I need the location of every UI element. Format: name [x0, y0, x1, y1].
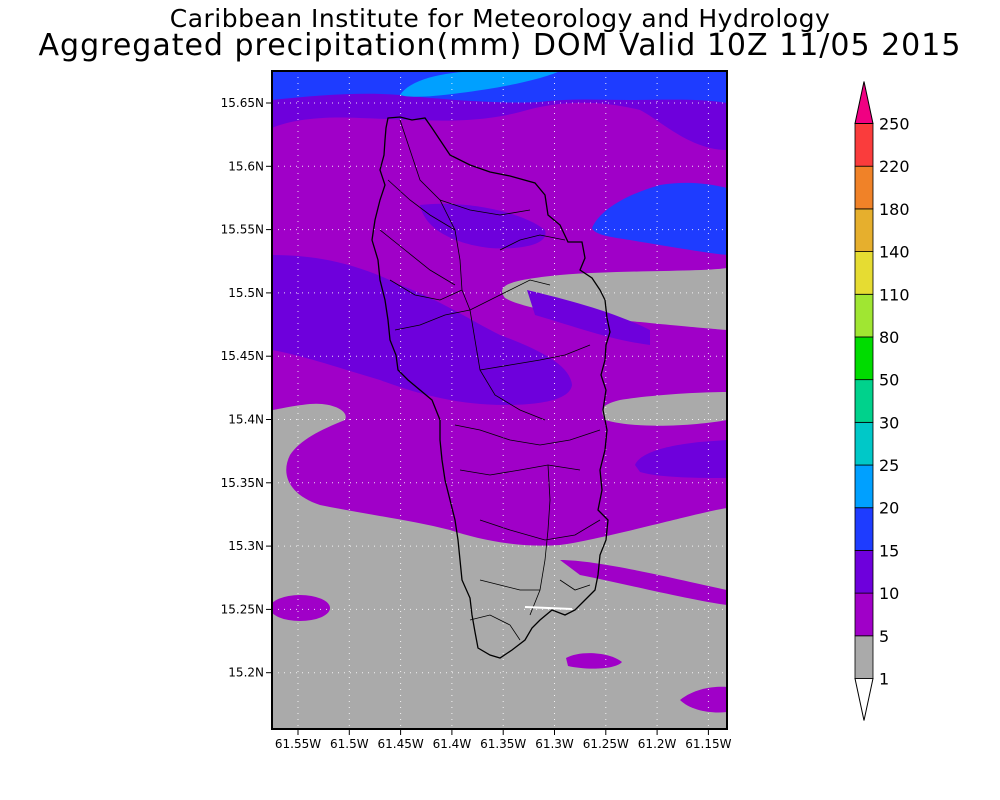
lon-tick-label: 61.55W [275, 737, 321, 751]
lon-tick-label: 61.25W [583, 737, 629, 751]
colorbar-segment [854, 293, 874, 338]
rain-5-10mm-region [272, 71, 727, 546]
colorbar-segment [854, 336, 874, 381]
rain-15-20mm-region [592, 182, 727, 255]
colorbar-segment [854, 208, 874, 252]
colorbar-segment [854, 592, 874, 637]
colorbar-label: 220 [879, 157, 910, 176]
colorbar-label: 250 [879, 115, 910, 134]
colorbar-segment [854, 550, 874, 594]
colorbar-label: 20 [879, 499, 899, 518]
plot-frame [271, 70, 728, 730]
lon-tick-label: 61.2W [638, 737, 677, 751]
lat-tick-label: 15.35N [221, 476, 264, 490]
title-line-2: Aggregated precipitation(mm) DOM Valid 1… [38, 28, 962, 63]
rain-5-10mm-region [560, 560, 727, 605]
coast-marker [524, 606, 573, 610]
colorbar-bottom-arrow [854, 678, 874, 721]
lat-tick-label: 15.5N [228, 286, 264, 300]
colorbar-segment [854, 379, 874, 423]
colorbar-label: 110 [879, 285, 910, 304]
colorbar-label: 30 [879, 413, 899, 432]
title-line-1: Caribbean Institute for Meteorology and … [169, 4, 831, 33]
colorbar-segment [854, 123, 874, 167]
rain-5-10mm-region [680, 686, 727, 713]
lon-tick-label: 61.45W [377, 737, 423, 751]
lat-tick-label: 15.4N [228, 413, 264, 427]
lat-tick-label: 15.55N [221, 223, 264, 237]
colorbar-top-arrow [854, 81, 874, 124]
colorbar-label: 80 [879, 328, 899, 347]
lon-tick-label: 61.3W [535, 737, 574, 751]
lon-tick-label: 61.35W [480, 737, 526, 751]
colorbar-label: 10 [879, 584, 899, 603]
rain-5-10mm-region [272, 595, 330, 621]
lon-tick-label: 61.15W [685, 737, 731, 751]
rain-20-25mm-region [400, 71, 560, 97]
colorbar-label: 5 [879, 627, 889, 646]
colorbar-label: 25 [879, 456, 899, 475]
colorbar-label: 140 [879, 243, 910, 262]
lat-tick-label: 15.25N [221, 602, 264, 616]
island-outline [371, 116, 611, 659]
rain-10-15mm-region [635, 440, 727, 478]
rain-10-15mm-region [420, 203, 546, 249]
colorbar-segment [854, 635, 874, 679]
colorbar-segment [854, 421, 874, 466]
longitude-axis: 61.55W 61.5W 61.45W 61.4W 61.35W 61.3W 61.25W 6… [275, 729, 732, 751]
lat-tick-label: 15.2N [228, 666, 264, 680]
lon-tick-label: 61.4W [433, 737, 472, 751]
lat-tick-label: 15.3N [228, 539, 264, 553]
rain-10-15mm-region [527, 290, 650, 345]
colorbar-segment [854, 165, 874, 210]
lon-tick-label: 61.5W [330, 737, 369, 751]
rain-5-10mm-region [566, 653, 622, 669]
precipitation-field [272, 71, 727, 729]
lat-tick-label: 15.45N [221, 349, 264, 363]
colorbar-label: 50 [879, 371, 899, 390]
colorbar-label: 1 [879, 670, 889, 689]
colorbar-segment [854, 251, 874, 295]
river-network [379, 119, 601, 641]
colorbar-label: 180 [879, 200, 910, 219]
lat-tick-label: 15.6N [228, 159, 264, 173]
colorbar-segment [854, 464, 874, 509]
colorbar-label: 15 [879, 541, 899, 560]
lat-tick-label: 15.65N [221, 96, 264, 110]
colorbar-segment [854, 507, 874, 551]
latitude-axis: 15.65N 15.6N 15.55N 15.5N 15.45N 15.4N 15.35N 1… [221, 96, 272, 680]
